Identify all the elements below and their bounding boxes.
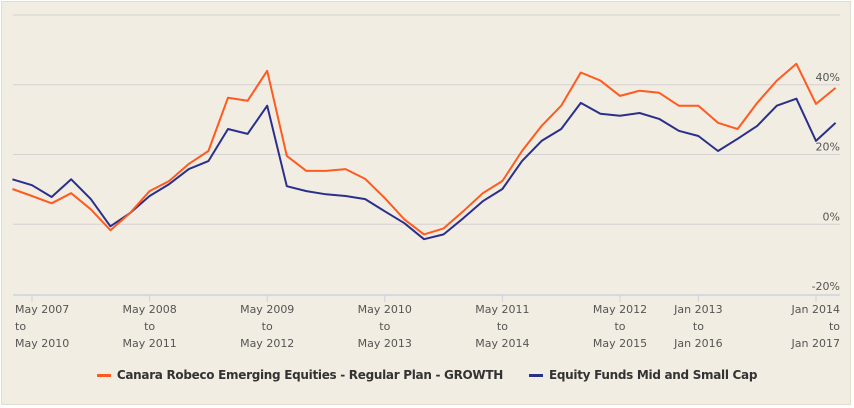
- x-tick-label: May 2012: [593, 303, 647, 316]
- y-tick-label: 20%: [816, 141, 840, 154]
- x-tick-label: May 2015: [593, 337, 647, 350]
- legend-item-canara[interactable]: Canara Robeco Emerging Equities - Regula…: [96, 368, 503, 382]
- y-tick-label: -20%: [812, 280, 840, 293]
- series-line: [12, 97, 837, 241]
- x-tick-label: May 2014: [475, 337, 529, 350]
- x-tick-label: Jan 2016: [673, 337, 722, 350]
- y-tick-label: 0%: [823, 210, 840, 223]
- x-tick-label: May 2011: [122, 337, 176, 350]
- legend-swatch-blue: [528, 373, 543, 377]
- x-tick-label: to: [262, 320, 273, 333]
- series-line: [12, 62, 837, 236]
- legend-label: Canara Robeco Emerging Equities - Regula…: [116, 368, 503, 382]
- x-tick-label: May 2011: [475, 303, 529, 316]
- x-tick-label: Jan 2013: [673, 303, 722, 316]
- x-tick-label: May 2007: [15, 303, 69, 316]
- legend: Canara Robeco Emerging Equities - Regula…: [2, 368, 852, 382]
- legend-item-category[interactable]: Equity Funds Mid and Small Cap: [528, 368, 758, 382]
- x-tick-label: May 2008: [122, 303, 176, 316]
- x-tick-label: May 2010: [358, 303, 412, 316]
- x-tick-label: to: [15, 320, 26, 333]
- x-tick-label: May 2013: [358, 337, 412, 350]
- x-tick-label: to: [379, 320, 390, 333]
- x-tick-label: May 2012: [240, 337, 294, 350]
- legend-label: Equity Funds Mid and Small Cap: [548, 368, 758, 382]
- x-tick-label: to: [614, 320, 625, 333]
- y-tick-label: 40%: [816, 71, 840, 84]
- x-tick-label: to: [497, 320, 508, 333]
- x-tick-label: May 2010: [15, 337, 69, 350]
- x-tick-label: to: [829, 320, 840, 333]
- x-tick-label: to: [693, 320, 704, 333]
- legend-swatch-orange: [96, 373, 111, 377]
- x-tick-label: to: [144, 320, 155, 333]
- x-tick-label: Jan 2014: [791, 303, 840, 316]
- x-tick-label: Jan 2017: [791, 337, 840, 350]
- x-tick-label: May 2009: [240, 303, 294, 316]
